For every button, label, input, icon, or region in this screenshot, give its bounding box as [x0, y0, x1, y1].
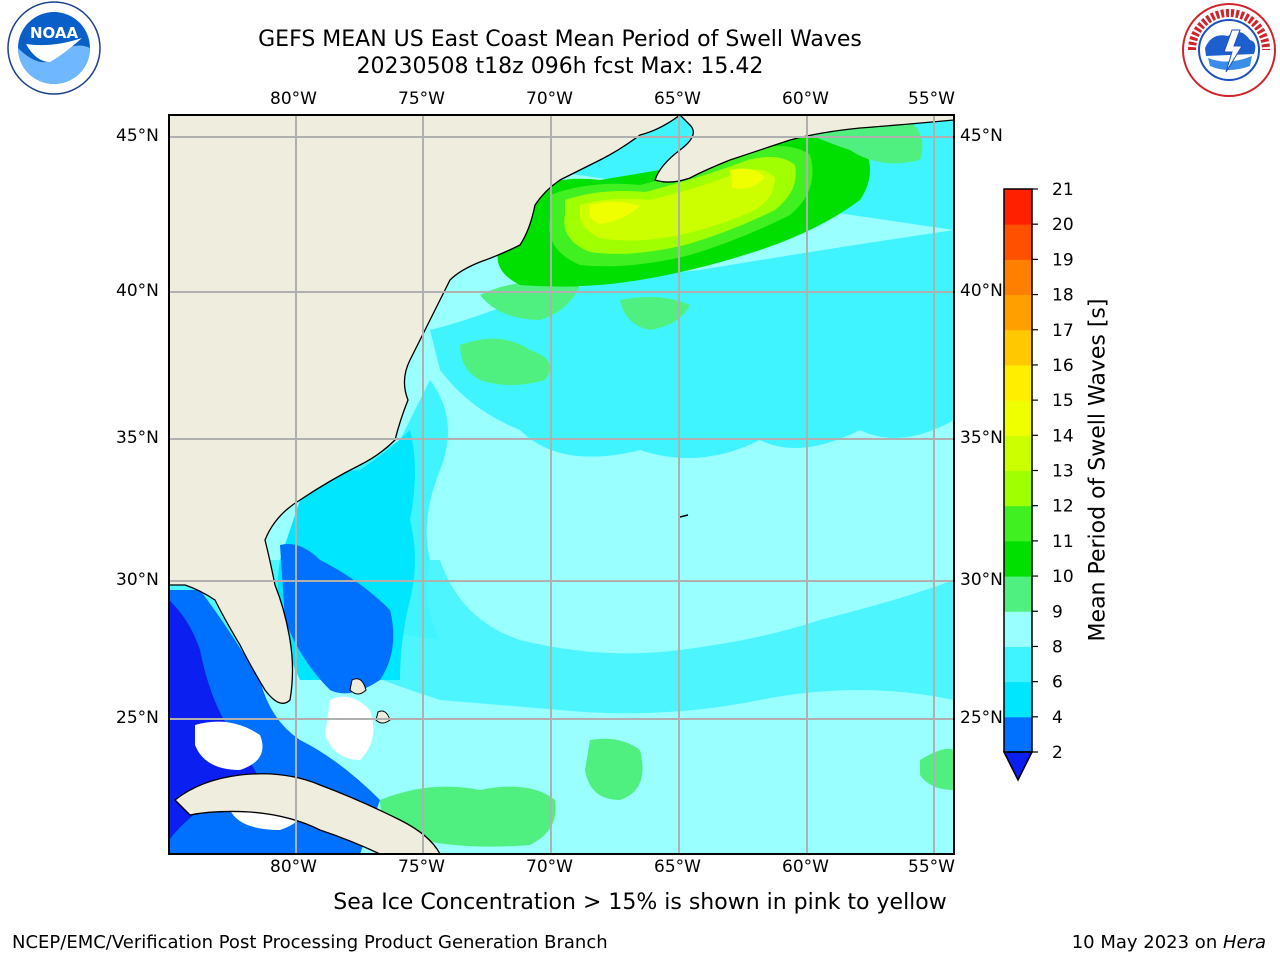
right-lat-label: 45°N	[960, 126, 1003, 146]
map-frame	[168, 114, 955, 855]
top-lon-label: 80°W	[270, 89, 317, 109]
colorbar-under-arrow	[1002, 751, 1034, 782]
map-gridlines	[169, 115, 954, 854]
left-lat-label: 45°N	[116, 126, 159, 146]
colorbar-tick-label: 21	[1052, 180, 1074, 200]
colorbar-segment	[1004, 435, 1032, 471]
left-lat-label: 40°N	[116, 281, 159, 301]
colorbar-tick-label: 10	[1052, 567, 1074, 587]
bottom-lon-label: 80°W	[270, 857, 317, 877]
colorbar-segment	[1004, 224, 1032, 260]
colorbar-segment	[1004, 716, 1032, 753]
colorbar-tick-label: 14	[1052, 426, 1074, 446]
colorbar-tick-label: 6	[1052, 673, 1063, 693]
footer-credit: NCEP/EMC/Verification Post Processing Pr…	[12, 932, 608, 953]
colorbar-segment	[1004, 540, 1032, 577]
colorbar-segment	[1004, 470, 1032, 507]
right-lat-label: 35°N	[960, 428, 1003, 448]
colorbar-tick-label: 4	[1052, 708, 1063, 728]
colorbar-tick-label: 15	[1052, 391, 1074, 411]
left-lat-label: 30°N	[116, 570, 159, 590]
colorbar-tick-label: 19	[1052, 250, 1074, 270]
right-lat-label: 40°N	[960, 281, 1003, 301]
colorbar-segment	[1004, 681, 1032, 718]
colorbar-label: Mean Period of Swell Waves [s]	[1085, 298, 1111, 642]
right-lat-label: 25°N	[960, 708, 1003, 728]
top-lon-label: 70°W	[526, 89, 573, 109]
colorbar-segment	[1004, 646, 1032, 683]
period-13-14-region	[579, 169, 775, 241]
colorbar-tick-label: 20	[1052, 215, 1074, 235]
chart-subtitle: 20230508 t18z 096h fcst Max: 15.42	[356, 54, 764, 79]
top-lon-label: 55°W	[908, 89, 955, 109]
bottom-lon-label: 55°W	[908, 857, 955, 877]
bottom-lon-label: 75°W	[398, 857, 445, 877]
colorbar-tick-label: 9	[1052, 602, 1063, 622]
land-canada	[654, 115, 954, 183]
colorbar-segment	[1004, 259, 1032, 296]
bottom-lon-label: 70°W	[526, 857, 573, 877]
period-9-10-patch	[460, 338, 550, 385]
bottom-lon-label: 65°W	[654, 857, 701, 877]
top-lon-label: 60°W	[782, 89, 829, 109]
colorbar-segment	[1004, 576, 1032, 612]
colorbar-tick-label: 2	[1052, 743, 1063, 763]
left-lat-label: 35°N	[116, 428, 159, 448]
footer-date-text: 10 May 2023 on	[1071, 932, 1223, 953]
sea-ice-note: Sea Ice Concentration > 15% is shown in …	[333, 890, 947, 915]
colorbar-segment	[1004, 329, 1032, 366]
noaa-logo-icon: NOAA	[7, 1, 101, 95]
colorbar-tick-label: 11	[1052, 532, 1074, 552]
colorbar-segment	[1004, 294, 1032, 331]
colorbar-tick-label: 8	[1052, 637, 1063, 657]
top-lon-label: 75°W	[398, 89, 445, 109]
colorbar-tick-label: 12	[1052, 497, 1074, 517]
right-lat-label: 30°N	[960, 570, 1003, 590]
colorbar-tick-label: 16	[1052, 356, 1074, 376]
chart-title: GEFS MEAN US East Coast Mean Period of S…	[258, 27, 862, 52]
left-lat-label: 25°N	[116, 708, 159, 728]
footer-host: Hera	[1222, 932, 1266, 953]
top-lon-label: 65°W	[654, 89, 701, 109]
colorbar-tick-label: 18	[1052, 286, 1074, 306]
colorbar-segment	[1004, 505, 1032, 542]
noaa-logo-text: NOAA	[30, 24, 79, 42]
colorbar-segment	[1004, 364, 1032, 401]
period-14-15-region	[588, 201, 640, 224]
bottom-lon-label: 60°W	[782, 857, 829, 877]
nws-logo-icon	[1182, 3, 1276, 97]
colorbar-segment	[1004, 189, 1032, 225]
colorbar: 2 4 6 8 9 10 11 12 13 14 15 16 17 18 19 20 21	[1002, 180, 1074, 782]
footer-date: 10 May 2023 on Hera	[1072, 932, 1266, 953]
colorbar-segment	[1004, 611, 1032, 647]
colorbar-segment	[1004, 400, 1032, 436]
colorbar-tick-label: 17	[1052, 321, 1074, 341]
colorbar-tick-label: 13	[1052, 462, 1074, 482]
